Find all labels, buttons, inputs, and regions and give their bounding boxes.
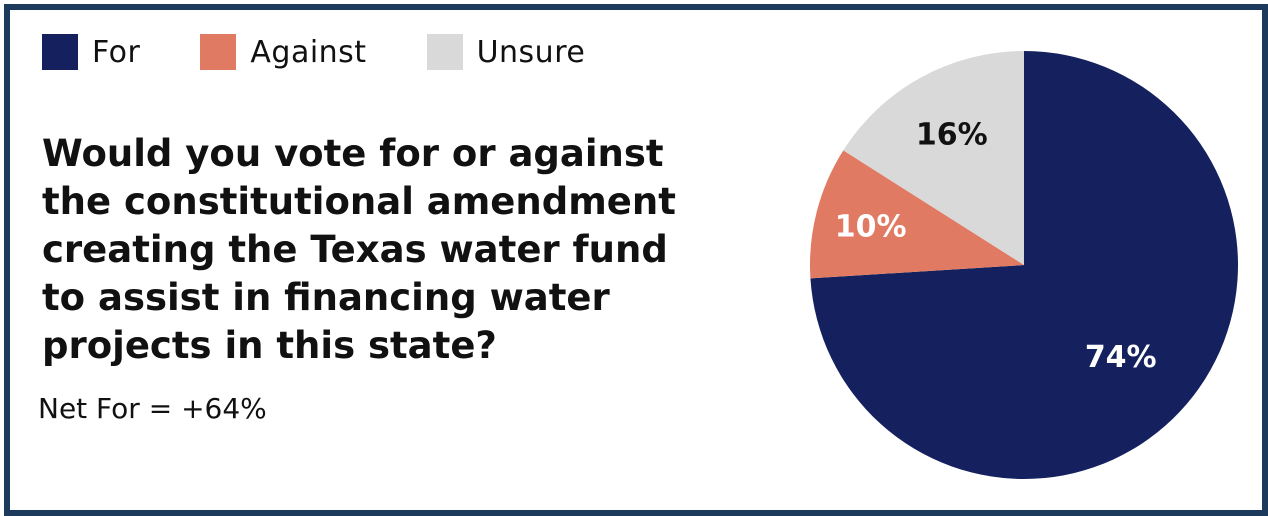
legend-swatch-unsure [426, 34, 463, 70]
net-for-text: Net For = +64% [38, 392, 267, 425]
legend-swatch-against [200, 34, 237, 70]
pie-label-against: 10% [835, 210, 907, 245]
pie-label-unsure: 16% [916, 118, 988, 153]
chart-frame: For Against Unsure Would you vote for or… [4, 4, 1268, 516]
pie-chart: 74% 10% 16% [810, 50, 1238, 479]
legend-label-against: Against [250, 34, 367, 70]
pie-label-for: 74% [1085, 340, 1157, 375]
pie-slice-for [810, 51, 1238, 479]
survey-question: Would you vote for or against the consti… [42, 132, 676, 367]
legend-item-for: For [42, 34, 140, 70]
chart-legend: For Against Unsure [42, 34, 645, 70]
pie-slice-unsure [843, 50, 1024, 265]
legend-label-unsure: Unsure [476, 34, 586, 70]
legend-item-against: Against [200, 34, 366, 70]
legend-swatch-for [42, 34, 78, 70]
legend-item-unsure: Unsure [426, 34, 586, 70]
pie-slice-against [810, 150, 1024, 279]
legend-label-for: For [92, 34, 141, 70]
